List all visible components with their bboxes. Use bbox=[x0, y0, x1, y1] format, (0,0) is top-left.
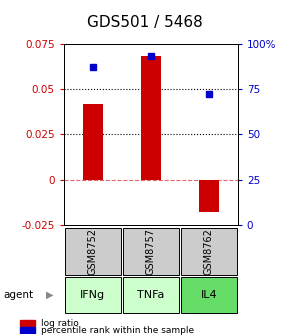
Text: log ratio: log ratio bbox=[41, 319, 78, 328]
Text: GSM8762: GSM8762 bbox=[204, 228, 214, 275]
Bar bbox=[20, 320, 35, 326]
Text: IL4: IL4 bbox=[200, 290, 217, 300]
Text: TNFa: TNFa bbox=[137, 290, 164, 300]
Bar bbox=[123, 277, 179, 312]
Bar bbox=[65, 228, 121, 275]
Bar bbox=[199, 180, 219, 212]
Text: percentile rank within the sample: percentile rank within the sample bbox=[41, 326, 194, 335]
Text: agent: agent bbox=[3, 290, 33, 300]
Text: ▶: ▶ bbox=[46, 290, 54, 300]
Text: GSM8752: GSM8752 bbox=[88, 228, 98, 275]
Bar bbox=[181, 277, 237, 312]
Text: IFNg: IFNg bbox=[80, 290, 105, 300]
Text: GSM8757: GSM8757 bbox=[146, 228, 156, 275]
Bar bbox=[123, 228, 179, 275]
Bar bbox=[83, 103, 103, 180]
Bar bbox=[141, 56, 161, 180]
Bar bbox=[65, 277, 121, 312]
Bar bbox=[181, 228, 237, 275]
Bar bbox=[20, 327, 35, 333]
Text: GDS501 / 5468: GDS501 / 5468 bbox=[87, 15, 203, 30]
